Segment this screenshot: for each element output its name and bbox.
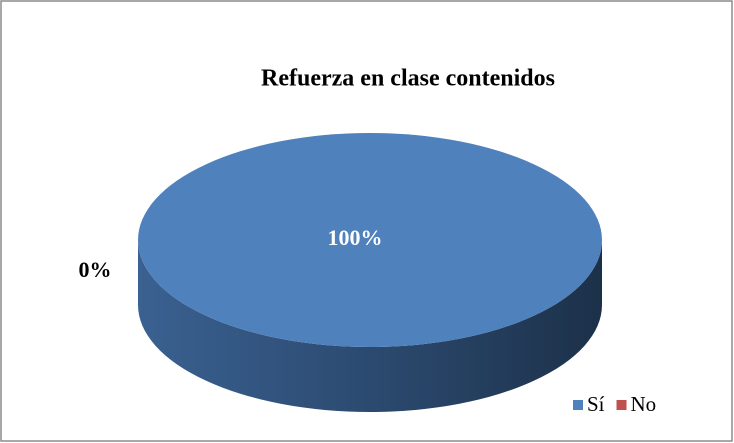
data-label: 100% (328, 225, 383, 250)
legend-label: Sí (587, 392, 605, 416)
legend-label: No (631, 392, 657, 416)
data-label: 0% (79, 257, 112, 282)
pie-side (138, 240, 602, 412)
legend-swatch (573, 400, 583, 410)
chart-title: Refuerza en clase contenidos (261, 66, 555, 92)
pie-slice (138, 133, 602, 347)
legend-swatch (616, 400, 627, 410)
